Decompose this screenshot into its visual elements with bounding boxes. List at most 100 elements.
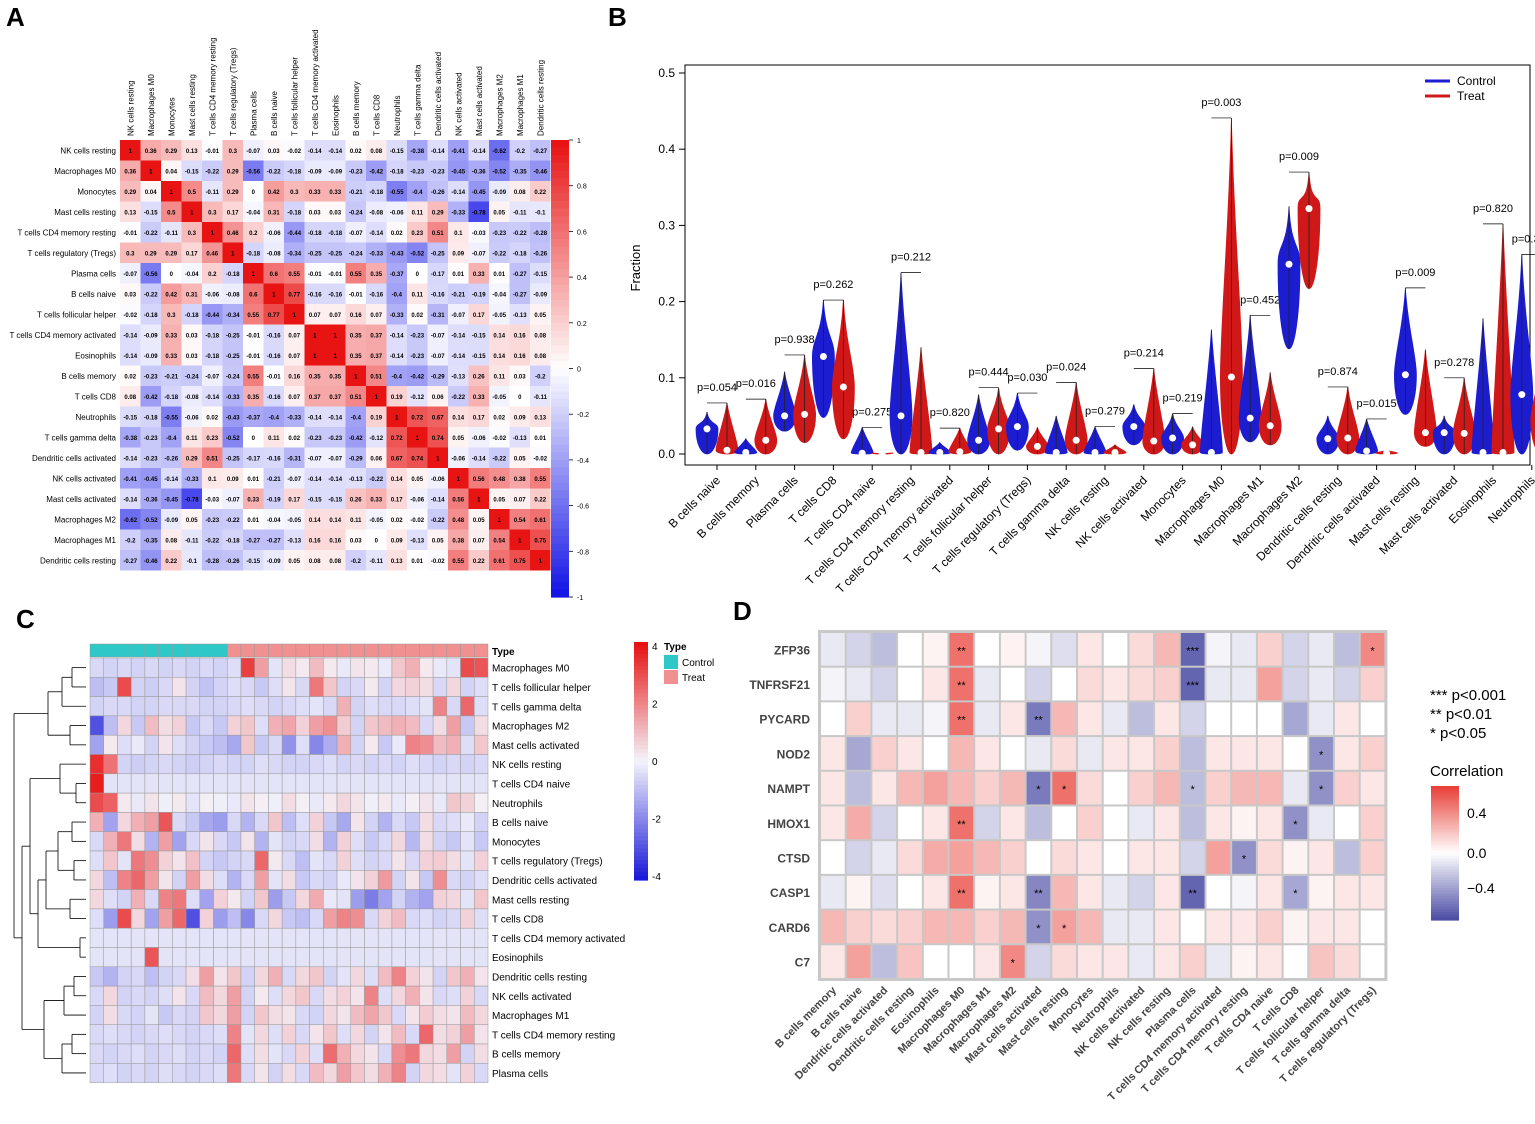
heatmap-cell	[530, 529, 551, 550]
heatmap-cell	[89, 889, 104, 910]
colorbar-segment	[551, 513, 569, 522]
heatmap-cell	[1129, 875, 1154, 909]
heatmap-cell	[120, 140, 141, 161]
heatmap-cell	[226, 715, 242, 736]
colorbar-segment	[551, 307, 569, 316]
cell-value-label: -0.16	[267, 395, 281, 401]
heatmap-cell	[284, 365, 305, 386]
heatmap-cell	[140, 509, 161, 530]
heatmap-cell	[117, 908, 132, 929]
cell-value-label: -0.07	[226, 497, 240, 503]
p-value-label: p=0.003	[1201, 97, 1241, 109]
heatmap-cell	[336, 1005, 352, 1025]
cell-value-label: -0.08	[267, 251, 281, 257]
cell-value-label: -0.08	[185, 395, 199, 401]
heatmap-cell	[295, 1063, 310, 1083]
cell-value-label: -0.52	[144, 518, 158, 524]
heatmap-cell	[336, 850, 352, 871]
p-value-label: p=0.212	[891, 252, 931, 264]
heatmap-cell	[1232, 806, 1256, 840]
cell-value-label: -0.06	[451, 456, 465, 462]
heatmap-cell	[304, 550, 325, 571]
cell-value-label: 1	[129, 149, 133, 155]
heatmap-cell	[185, 734, 201, 755]
heatmap-cell	[407, 529, 428, 550]
heatmap-cell	[1309, 875, 1333, 909]
colorbar-segment	[1431, 791, 1459, 795]
cell-value-label: -0.28	[533, 231, 547, 237]
heatmap-cell	[489, 181, 510, 202]
heatmap-cell	[309, 966, 324, 987]
colorbar-segment	[634, 824, 648, 830]
heatmap-cell	[281, 734, 297, 755]
heatmap-cell	[509, 160, 530, 181]
colorbar-segment	[1431, 911, 1459, 916]
cell-value-label: -0.09	[533, 292, 547, 298]
heatmap-cell	[172, 985, 187, 1006]
type-annotation-cell	[391, 643, 406, 658]
cell-value-label: 0.02	[206, 415, 218, 421]
cell-value-label: -0.1	[187, 559, 198, 565]
heatmap-cell	[226, 870, 242, 890]
heatmap-cell	[872, 945, 897, 978]
heatmap-cell	[199, 1043, 214, 1064]
heatmap-cell	[309, 773, 324, 794]
heatmap-cell	[172, 966, 187, 987]
colorbar-segment	[634, 832, 648, 837]
heatmap-cell	[427, 201, 448, 222]
cell-value-label: -0.13	[513, 436, 527, 442]
colorbar-segment	[551, 566, 569, 575]
colorbar-segment	[1431, 869, 1459, 873]
heatmap-cell	[281, 1043, 297, 1064]
heatmap-cell	[268, 850, 283, 871]
heatmap-cell	[222, 509, 243, 530]
heatmap-cell	[1335, 702, 1359, 736]
heatmap-cell	[364, 850, 379, 871]
heatmap-cell	[949, 771, 974, 805]
row-label: CARD6	[769, 921, 811, 935]
heatmap-cell	[144, 850, 159, 871]
heatmap-cell	[419, 734, 434, 755]
cell-value-label: -0.14	[369, 231, 383, 237]
cell-value-label: 0.11	[186, 436, 198, 442]
cell-value-label: 0.05	[432, 538, 444, 544]
cell-value-label: -0.14	[328, 477, 342, 483]
cell-value-label: 0.31	[268, 210, 280, 216]
cell-value-label: 1	[436, 456, 440, 462]
colorbar-segment	[1431, 834, 1459, 838]
heatmap-cell	[336, 831, 352, 852]
colorbar-segment	[551, 459, 569, 469]
column-label: T cells gamma delta	[413, 64, 422, 136]
heatmap-cell	[185, 927, 201, 948]
treat-median-point	[956, 448, 964, 456]
heatmap-cell	[448, 550, 469, 571]
control-median-point	[897, 412, 905, 420]
cell-value-label: -0.18	[287, 210, 301, 216]
heatmap-cell	[213, 985, 228, 1006]
heatmap-cell	[975, 633, 999, 666]
cell-value-label: -0.11	[185, 538, 199, 544]
heatmap-cell	[460, 696, 475, 717]
heatmap-cell	[295, 734, 310, 755]
cell-value-label: 0.29	[165, 149, 177, 155]
heatmap-cell	[1078, 945, 1102, 978]
colorbar-segment	[1431, 906, 1459, 910]
heatmap-cell	[185, 657, 201, 678]
heatmap-cell	[103, 657, 118, 678]
cell-value-label: 0.37	[329, 395, 341, 401]
treat-median-point	[1150, 437, 1158, 445]
heatmap-cell	[117, 1063, 132, 1083]
p-value-label: p=0.016	[736, 378, 776, 390]
colorbar-segment	[551, 360, 569, 370]
heatmap-cell	[240, 889, 255, 910]
heatmap-cell	[364, 927, 379, 948]
cell-value-label: -0.02	[431, 559, 445, 565]
heatmap-cell	[309, 715, 324, 736]
heatmap-cell	[89, 927, 104, 948]
colorbar-segment	[634, 800, 648, 806]
cell-value-label: -0.06	[472, 436, 486, 442]
heatmap-cell	[350, 889, 365, 910]
heatmap-cell	[460, 850, 475, 871]
y-tick-label: 0.0	[658, 447, 675, 461]
heatmap-cell	[1257, 910, 1282, 944]
